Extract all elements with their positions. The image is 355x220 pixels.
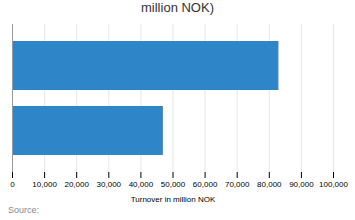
svg-text:100,000: 100,000 (319, 180, 348, 189)
svg-text:40,000: 40,000 (129, 180, 154, 189)
svg-text:90,000: 90,000 (289, 180, 314, 189)
svg-text:20,000: 20,000 (64, 180, 89, 189)
svg-text:0: 0 (10, 180, 15, 189)
svg-text:50,000: 50,000 (161, 180, 186, 189)
svg-text:60,000: 60,000 (193, 180, 218, 189)
svg-text:80,000: 80,000 (257, 180, 282, 189)
html-text:million NOK): million NOK) (141, 0, 214, 15)
svg-text:Turnover in million NOK: Turnover in million NOK (131, 195, 216, 204)
html-text:Source:: Source: (8, 205, 39, 215)
svg-text:10,000: 10,000 (32, 180, 57, 189)
svg-text:70,000: 70,000 (225, 180, 250, 189)
svg-text:30,000: 30,000 (97, 180, 122, 189)
